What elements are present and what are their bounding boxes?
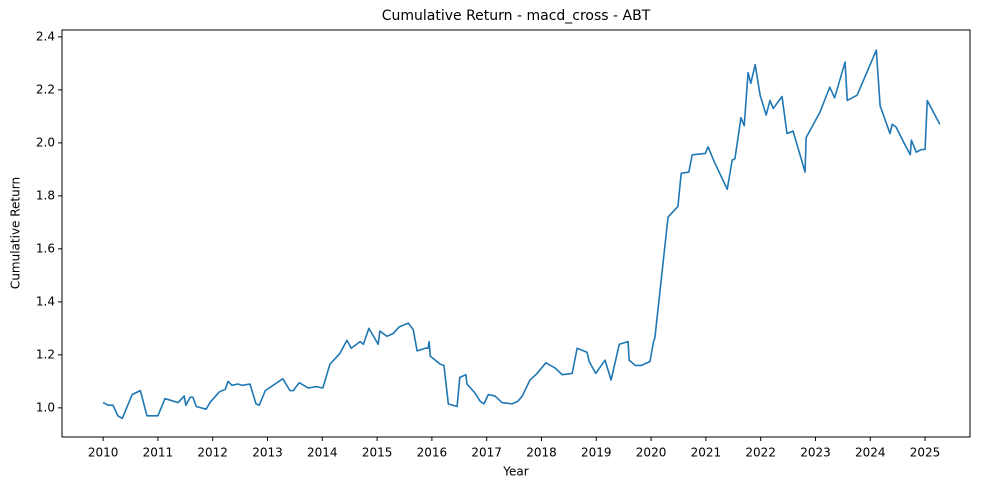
y-tick-label: 1.0	[36, 400, 55, 414]
x-tick-label: 2013	[252, 446, 283, 460]
x-tick-label: 2023	[800, 446, 831, 460]
y-tick-label: 2.4	[36, 29, 55, 43]
y-axis-label: Cumulative Return	[9, 177, 23, 289]
y-tick-label: 2.2	[36, 82, 55, 96]
x-tick-label: 2014	[307, 446, 338, 460]
x-tick-label: 2019	[581, 446, 612, 460]
y-tick-label: 1.6	[36, 241, 55, 255]
x-tick-label: 2017	[471, 446, 502, 460]
chart-title: Cumulative Return - macd_cross - ABT	[382, 8, 651, 24]
x-tick-label: 2012	[197, 446, 228, 460]
y-tick-label: 1.2	[36, 347, 55, 361]
x-tick-label: 2011	[143, 446, 174, 460]
x-tick-label: 2021	[691, 446, 722, 460]
x-tick-label: 2020	[636, 446, 667, 460]
series-line	[102, 49, 941, 420]
plot-frame	[61, 29, 971, 438]
y-tick-label: 2.0	[36, 135, 55, 149]
x-tick-label: 2010	[88, 446, 119, 460]
y-tick-label: 1.8	[36, 188, 55, 202]
x-axis-label: Year	[502, 465, 528, 479]
x-tick-label: 2018	[526, 446, 557, 460]
x-tick-label: 2025	[910, 446, 941, 460]
y-tick-label: 1.4	[36, 294, 55, 308]
x-tick-label: 2015	[362, 446, 393, 460]
x-tick-label: 2016	[417, 446, 448, 460]
x-tick-label: 2022	[745, 446, 776, 460]
x-tick-label: 2024	[855, 446, 886, 460]
